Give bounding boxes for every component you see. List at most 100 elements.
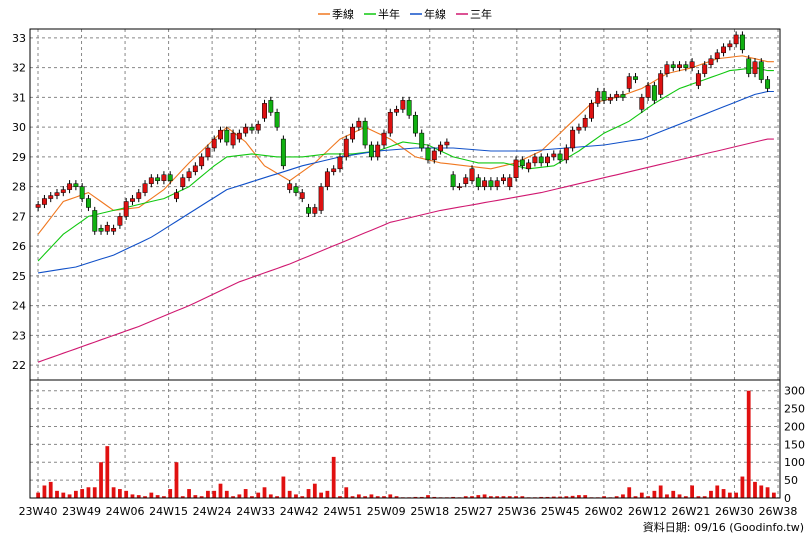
- candle-body: [350, 126, 356, 140]
- volume-bar: [658, 485, 663, 498]
- candle-body: [205, 147, 211, 158]
- candle-body: [765, 79, 771, 89]
- volume-bar: [639, 492, 644, 498]
- candle-body: [412, 115, 418, 134]
- candle-body: [92, 210, 98, 232]
- volume-bar: [42, 485, 47, 498]
- volume-bar: [419, 496, 424, 498]
- candle-body: [394, 109, 400, 113]
- candle-body: [331, 168, 337, 173]
- volume-bar: [470, 496, 474, 498]
- volume-bar: [36, 492, 41, 498]
- x-tick-label: 25W09: [367, 505, 406, 518]
- candle-body: [563, 147, 569, 161]
- candle-body: [670, 64, 676, 68]
- candle-body: [651, 85, 657, 101]
- volume-bar: [375, 496, 380, 498]
- x-tick-label: 26W21: [672, 505, 711, 518]
- volume-bar: [583, 495, 588, 498]
- volume-bar: [665, 494, 669, 498]
- volume-bar: [539, 496, 544, 498]
- volume-bar: [633, 496, 638, 498]
- x-tick-label: 24W51: [323, 505, 362, 518]
- volume-tick-label: 150: [784, 438, 805, 451]
- candle-body: [721, 46, 727, 54]
- candle-body: [507, 177, 513, 187]
- x-tick-label: 24W42: [280, 505, 319, 518]
- volume-bar: [344, 487, 349, 498]
- x-tick-label: 26W38: [759, 505, 798, 518]
- volume-bar: [174, 462, 179, 498]
- candle-body: [406, 100, 412, 116]
- candle-body: [54, 192, 60, 196]
- candle-body: [708, 58, 714, 65]
- volume-bar: [268, 494, 273, 498]
- candle-body: [431, 150, 437, 161]
- candle-body: [155, 177, 161, 181]
- volume-bar: [614, 496, 619, 498]
- volume-grid: [30, 390, 780, 481]
- candle-body: [262, 103, 267, 119]
- candle-body: [438, 144, 444, 152]
- volume-bar: [111, 487, 116, 498]
- volume-bar: [545, 496, 550, 498]
- y-tick-label: 27: [12, 210, 26, 223]
- volume-bar: [746, 390, 751, 498]
- x-tick-label: 25W36: [497, 505, 536, 518]
- volume-bar: [765, 487, 770, 498]
- volume-bar: [646, 496, 650, 498]
- volume-bar: [180, 496, 185, 498]
- x-tick-label: 25W18: [410, 505, 449, 518]
- candle-body: [456, 186, 462, 188]
- volume-bar: [143, 496, 147, 498]
- candle-body: [526, 162, 532, 170]
- candle-body: [98, 228, 104, 232]
- candle-body: [400, 100, 406, 110]
- volume-bar: [124, 490, 129, 498]
- volume-bar: [696, 496, 701, 498]
- volume-bar: [212, 490, 217, 498]
- volume-bar: [218, 483, 223, 498]
- candle-body: [702, 64, 708, 74]
- candle-body: [677, 64, 682, 68]
- volume-bar: [564, 496, 569, 498]
- candle-body: [482, 180, 488, 187]
- volume-tick-label: 100: [784, 456, 805, 469]
- candle-body: [306, 207, 311, 214]
- candle-body: [186, 171, 192, 178]
- volume-bar: [55, 490, 59, 498]
- candle-body: [746, 58, 752, 74]
- candle-body: [633, 76, 638, 80]
- chart-frames: [29, 28, 781, 499]
- candle-body: [375, 144, 381, 158]
- y-tick-label: 24: [12, 300, 26, 313]
- volume-bar: [677, 494, 682, 498]
- volume-bar: [325, 490, 330, 498]
- candle-body: [130, 198, 135, 202]
- volume-bar: [262, 487, 267, 498]
- volume-bar: [753, 481, 757, 498]
- candle-body: [513, 159, 519, 178]
- candle-body: [733, 34, 739, 45]
- candle-body: [318, 186, 324, 211]
- volume-bar: [671, 490, 676, 498]
- volume-bar: [294, 494, 298, 498]
- volume-bar: [715, 485, 720, 498]
- volume-bars: [36, 390, 776, 498]
- candle-body: [111, 228, 117, 232]
- volume-bar: [394, 496, 399, 498]
- candle-body: [148, 177, 154, 184]
- volume-bar: [514, 496, 518, 498]
- volume-bar: [702, 496, 707, 498]
- candle-body: [450, 174, 456, 187]
- candle-body: [589, 103, 594, 119]
- candle-body: [167, 174, 173, 181]
- volume-bar: [61, 492, 66, 498]
- volume-bar: [432, 496, 437, 498]
- candle-body: [626, 76, 632, 89]
- candle-body: [343, 138, 349, 158]
- y-tick-label: 29: [12, 151, 26, 164]
- candle-body: [192, 165, 198, 173]
- volume-bar: [73, 490, 78, 498]
- candle-body: [714, 52, 720, 59]
